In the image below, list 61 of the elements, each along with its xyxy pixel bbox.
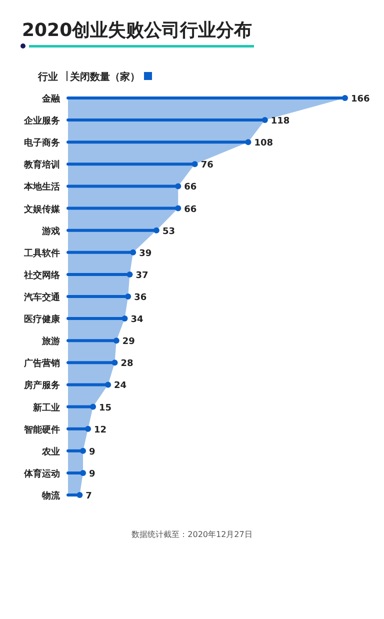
data-label: 24 (114, 381, 127, 392)
y-tick-label: 文娱传媒 (23, 204, 61, 215)
point (153, 227, 160, 234)
y-tick-label: 房产服务 (23, 380, 60, 392)
point (192, 161, 198, 168)
y-tick-label: 金融 (41, 94, 61, 104)
point (80, 448, 86, 454)
data-label: 118 (270, 116, 290, 127)
y-tick-label: 汽车交通 (23, 292, 61, 303)
point (245, 139, 252, 146)
y-tick-label: 体育运动 (23, 467, 60, 480)
y-tick-label: 本地生活 (23, 182, 60, 193)
point (125, 294, 132, 300)
data-label: 9 (89, 447, 96, 458)
data-label: 9 (89, 469, 96, 480)
point (85, 426, 92, 432)
chart-title: 2020创业失败公司行业分布 (22, 20, 252, 41)
point (126, 271, 133, 278)
point (76, 492, 83, 498)
point (113, 338, 120, 344)
data-label: 29 (122, 337, 135, 348)
y-tick-label: 智能硬件 (23, 424, 60, 436)
data-label: 166 (351, 94, 370, 104)
data-label: 108 (254, 138, 274, 149)
data-label: 7 (86, 492, 92, 502)
data-label: 36 (134, 293, 147, 303)
text: 数据统计截至：2020年12月27日 (132, 530, 252, 539)
point (122, 316, 128, 322)
y-tick-label: 电子商务 (24, 138, 60, 149)
y-tick-label: 医疗健康 (24, 314, 61, 326)
point (112, 360, 118, 366)
point (175, 183, 182, 190)
y-tick-label: 农业 (41, 446, 60, 458)
data-label: 66 (184, 204, 197, 215)
y-tick-label: 物流 (41, 490, 61, 502)
data-label: 15 (99, 403, 112, 414)
y-tick-label: 广告营销 (23, 358, 60, 370)
point (175, 205, 182, 212)
data-label: 66 (184, 182, 197, 193)
y-tick-label: 教育培训 (23, 158, 60, 171)
data-label: 28 (120, 359, 134, 370)
y-tick-label: 工具软件 (23, 248, 60, 259)
y-tick-label: 游戏 (41, 226, 60, 237)
legend: 关闭数量（家） (66, 70, 152, 83)
point (342, 95, 348, 101)
point (90, 404, 96, 410)
data-label: 12 (94, 425, 107, 436)
y-tick-label: 旅游 (41, 336, 60, 348)
y-tick-label: 新工业 (32, 402, 60, 414)
point (80, 470, 86, 476)
point (262, 117, 268, 124)
y-axis-title: 行业 (37, 71, 58, 83)
point (130, 249, 136, 256)
data-label: 76 (200, 160, 214, 171)
data-label: 37 (136, 270, 148, 281)
data-label: 34 (130, 315, 144, 326)
y-tick-label: 企业服务 (23, 116, 60, 127)
point (105, 382, 112, 388)
y-tick-label: 社交网络 (23, 270, 61, 281)
data-label: 53 (162, 226, 175, 237)
data-label: 39 (139, 248, 152, 259)
